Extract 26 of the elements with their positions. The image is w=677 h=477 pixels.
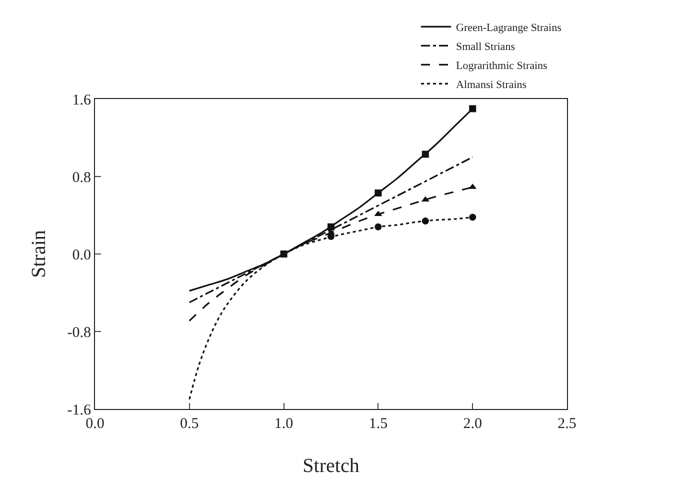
point: [422, 218, 429, 225]
x-tick-label: 0.5: [180, 416, 199, 432]
x-axis-title: Stretch: [302, 455, 360, 477]
y-tick-label: -1.6: [67, 402, 92, 418]
y-tick-label: 0.8: [72, 170, 91, 186]
x-tick-label: 2.5: [558, 416, 576, 432]
legend-label: Green-Lagrange Strains: [456, 22, 562, 34]
y-tick-label: 0.0: [72, 247, 91, 264]
point: [469, 214, 476, 221]
point: [374, 223, 382, 230]
y-axis-title: Strain: [28, 230, 50, 278]
point: [422, 150, 429, 158]
x-tick-label: 0.0: [86, 416, 104, 432]
legend-label: Lograrithmic Strains: [456, 60, 548, 72]
y-tick-label: -0.8: [67, 324, 91, 341]
x-tick-label: 2.0: [463, 416, 482, 432]
point: [328, 223, 334, 230]
point: [374, 189, 382, 196]
point: [469, 105, 476, 112]
y-tick-label: 1.6: [72, 92, 92, 108]
point: [280, 250, 288, 258]
x-tick-label: 1.5: [368, 416, 388, 432]
point: [374, 210, 382, 216]
legend-label: Small Strians: [456, 40, 515, 53]
legend-label: Almansi Strains: [456, 78, 527, 91]
x-tick-label: 1.0: [274, 416, 294, 432]
